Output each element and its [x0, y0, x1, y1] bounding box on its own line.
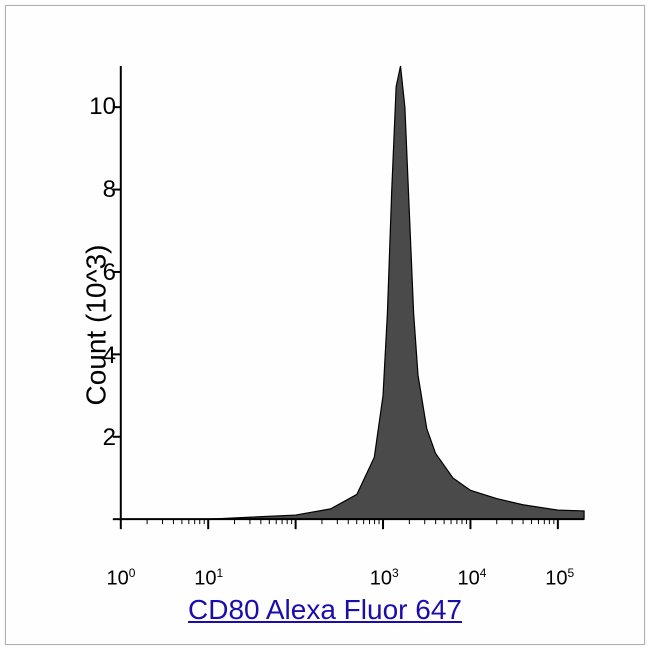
x-tick-label: 100 — [107, 566, 136, 591]
y-tick-label: 4 — [76, 342, 116, 370]
chart-card: Count (10^3) CD80 Alexa Fluor 647 246810… — [5, 5, 645, 645]
x-tick-label: 103 — [370, 566, 399, 591]
y-tick-label: 6 — [76, 259, 116, 287]
x-axis-label-wrap: CD80 Alexa Fluor 647 — [6, 594, 644, 626]
x-axis-label-link[interactable]: CD80 Alexa Fluor 647 — [188, 594, 462, 625]
y-tick-label: 2 — [76, 424, 116, 452]
x-tick-label: 104 — [457, 566, 486, 591]
x-tick-label: 105 — [545, 566, 574, 591]
axes — [121, 66, 584, 519]
y-tick-label: 8 — [76, 176, 116, 204]
y-tick-label: 10 — [76, 93, 116, 121]
x-tick-label: 101 — [194, 566, 223, 591]
chart-plot-area — [66, 56, 604, 564]
histogram-svg — [66, 56, 604, 564]
histogram-fill — [121, 66, 584, 519]
